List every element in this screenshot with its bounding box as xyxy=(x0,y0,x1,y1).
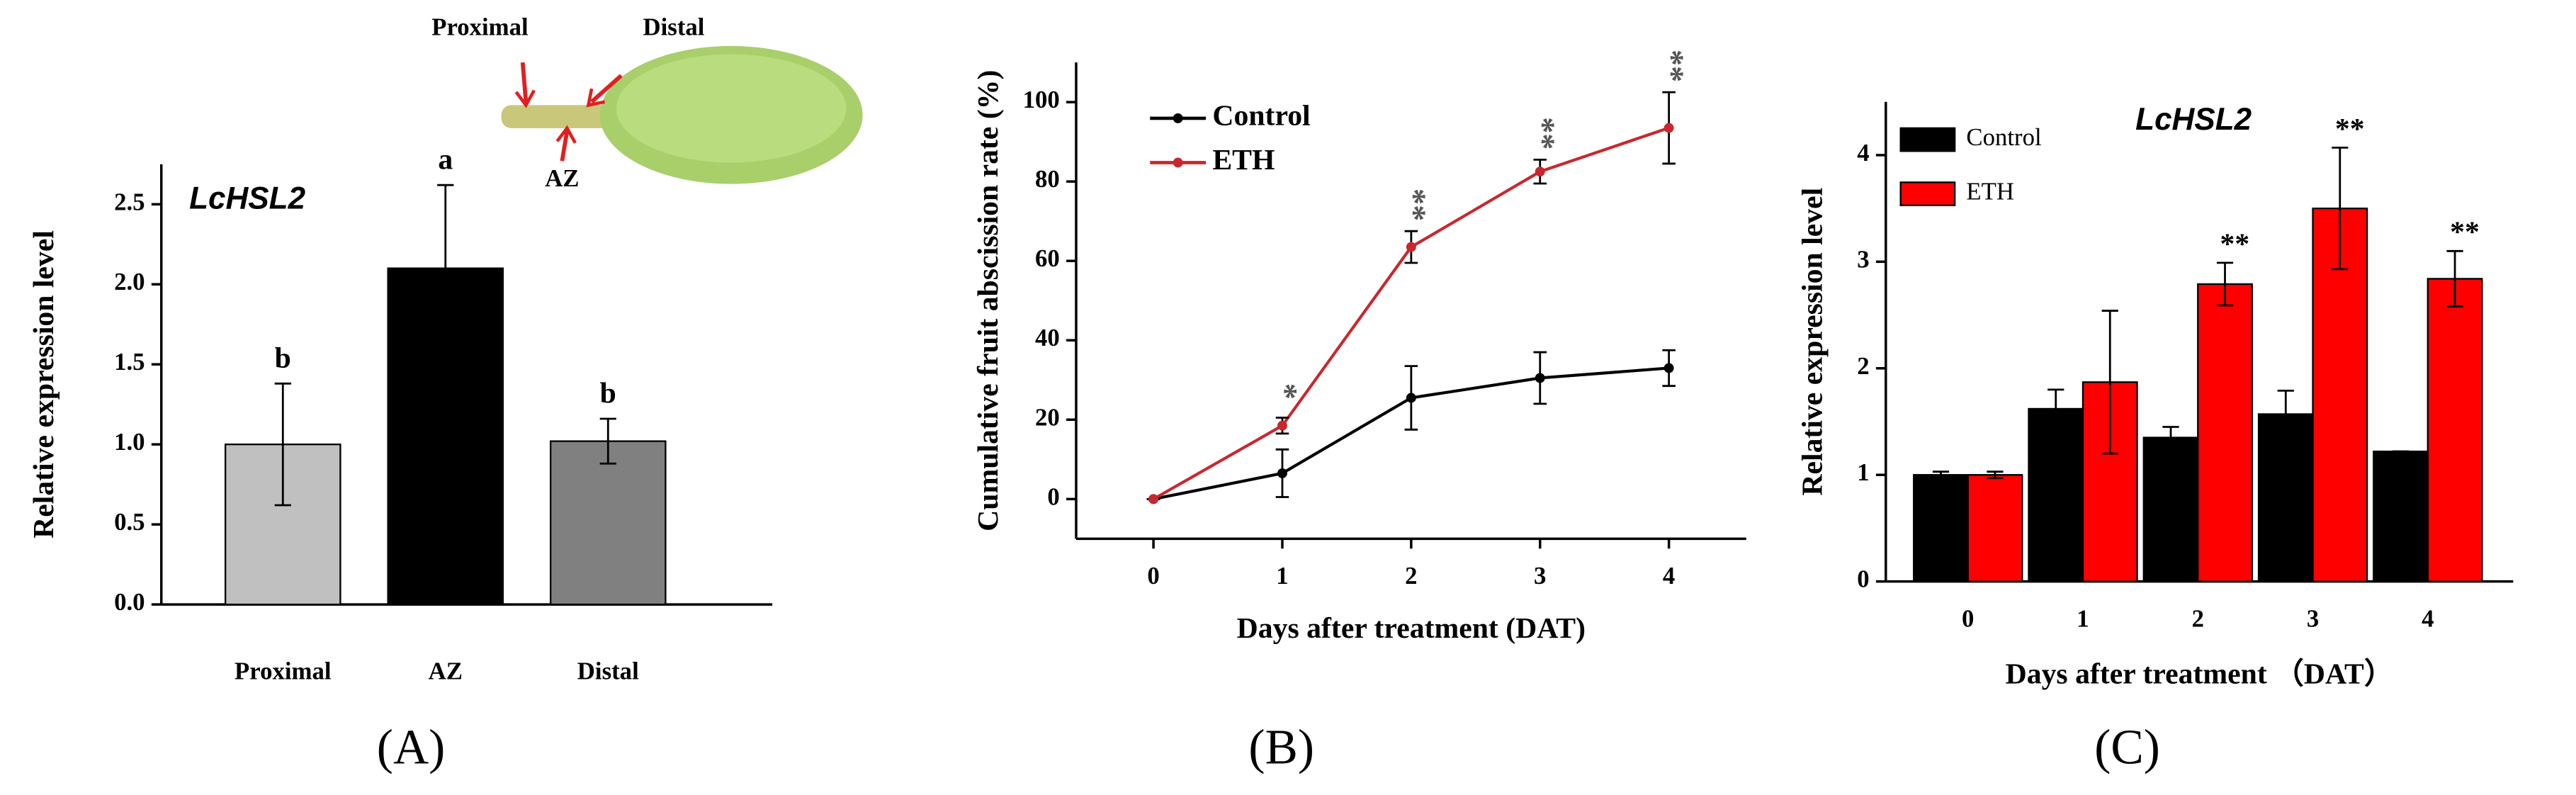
x-tick-label: 0 xyxy=(1147,562,1159,590)
y-tick-label: 1.0 xyxy=(114,428,145,456)
bar xyxy=(549,440,667,606)
x-tick-label: AZ xyxy=(429,657,463,684)
significance-letter: a xyxy=(438,143,453,176)
x-tick-label: 2 xyxy=(1405,562,1417,590)
significance-mark: ** xyxy=(2450,216,2480,249)
stem xyxy=(501,105,616,128)
x-tick-label: 1 xyxy=(2077,604,2089,632)
y-tick-label: 4 xyxy=(1857,139,1869,167)
series-line xyxy=(1153,126,1670,501)
significance-mark: ** xyxy=(2335,113,2365,145)
plot-title: LcHSL2 xyxy=(189,181,305,215)
x-tick-label: Distal xyxy=(577,657,639,684)
x-tick-label: 0 xyxy=(1962,604,1974,632)
legend-label: Control xyxy=(1212,99,1310,132)
y-tick-label: 0 xyxy=(1857,565,1869,593)
x-tick-label: 4 xyxy=(1663,562,1675,590)
x-axis-title: Days after treatment (DAT) xyxy=(1237,612,1586,645)
legend-swatch xyxy=(1899,127,1956,152)
significance-mark: ** xyxy=(1525,117,1561,150)
x-tick-label: 2 xyxy=(2192,604,2204,632)
bar xyxy=(2257,413,2314,582)
y-tick-label: 0.0 xyxy=(114,588,145,616)
point xyxy=(1535,167,1545,177)
point xyxy=(1277,420,1287,431)
y-tick-label: 2.5 xyxy=(114,188,145,215)
legend-swatch xyxy=(1899,181,1956,206)
y-tick-label: 2 xyxy=(1857,352,1869,380)
bar xyxy=(2028,407,2084,582)
arrow-head xyxy=(586,88,606,108)
y-axis-title: Cumulative fruit abscission rate (%) xyxy=(972,70,1005,531)
x-axis-title: Days after treatment （DAT） xyxy=(2006,658,2394,691)
y-tick-label: 60 xyxy=(1035,244,1060,272)
point xyxy=(1663,363,1674,373)
bar xyxy=(2142,436,2199,582)
panel-label: (C) xyxy=(2094,721,2160,775)
y-tick-label: 1.5 xyxy=(114,348,145,376)
legend-marker xyxy=(1173,113,1183,123)
bar xyxy=(1967,474,2023,582)
x-tick-label: 4 xyxy=(2422,604,2434,632)
y-tick-label: 3 xyxy=(1857,245,1869,273)
panel-label: (A) xyxy=(377,721,446,775)
inset-photo xyxy=(501,45,863,184)
legend-label: ETH xyxy=(1966,178,2014,205)
y-axis-title: Relative expression level xyxy=(1797,188,1829,496)
x-tick-label: 1 xyxy=(1276,562,1288,590)
significance-letter: b xyxy=(600,377,616,410)
legend-label: Control xyxy=(1966,123,2041,151)
inset-label: AZ xyxy=(545,164,579,192)
inset-label: Distal xyxy=(643,13,705,41)
y-tick-label: 0 xyxy=(1047,483,1059,510)
y-tick-label: 100 xyxy=(1023,86,1060,113)
arrow xyxy=(560,130,570,162)
significance-letter: b xyxy=(275,342,291,374)
arrow xyxy=(520,62,529,102)
x-tick-label: 3 xyxy=(2307,604,2319,632)
point xyxy=(1406,242,1416,252)
arrow-head xyxy=(555,125,577,144)
y-tick-label: 80 xyxy=(1035,165,1060,193)
bar xyxy=(2427,278,2483,582)
point xyxy=(1535,373,1545,383)
significance-mark: ** xyxy=(2220,227,2250,260)
significance-mark: ** xyxy=(1396,188,1432,221)
y-tick-label: 20 xyxy=(1035,403,1060,431)
arrow xyxy=(590,74,623,103)
arrow-head xyxy=(514,89,536,108)
bar xyxy=(2373,450,2429,582)
panel-label: (B) xyxy=(1248,721,1314,775)
fruit-highlight xyxy=(616,54,847,163)
significance-mark: ** xyxy=(1654,50,1690,82)
plot-title: LcHSL2 xyxy=(2135,102,2252,137)
y-tick-label: 2.0 xyxy=(114,268,145,295)
point xyxy=(1406,393,1416,403)
significance-mark: * xyxy=(1267,383,1303,400)
bar xyxy=(1913,474,1969,582)
point xyxy=(1277,468,1287,478)
bar xyxy=(2312,207,2368,582)
bar xyxy=(2197,283,2253,582)
point xyxy=(1663,123,1674,133)
y-axis-title: Relative expression level xyxy=(28,230,60,539)
y-tick-label: 40 xyxy=(1035,324,1060,351)
inset-label: Proximal xyxy=(431,13,529,41)
legend-label: ETH xyxy=(1212,144,1275,176)
x-tick-label: 3 xyxy=(1534,562,1546,590)
y-tick-label: 1 xyxy=(1857,458,1869,486)
point xyxy=(1148,494,1159,504)
legend-marker xyxy=(1173,157,1183,168)
x-tick-label: Proximal xyxy=(235,657,332,684)
y-tick-label: 0.5 xyxy=(114,508,145,536)
